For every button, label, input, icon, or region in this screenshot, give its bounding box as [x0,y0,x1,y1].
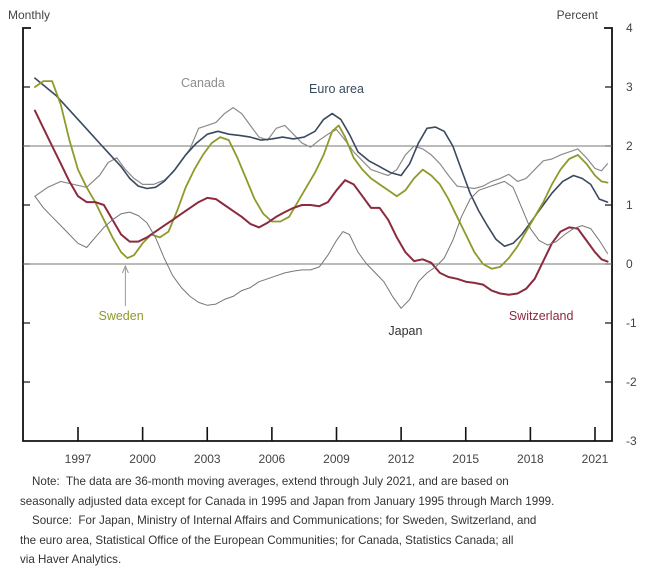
series-line-euro-area [34,77,609,248]
x-tick-label: 2009 [323,452,350,466]
series-line-switzerland [33,109,609,296]
note-paragraph: Note: The data are 36-month moving avera… [20,472,650,492]
x-tick-label: 2018 [517,452,544,466]
chart-notes: Note: The data are 36-month moving avera… [20,472,650,570]
plot-frame [22,27,613,442]
x-tick-label: 2012 [388,452,415,466]
left-axis-title: Monthly [8,8,50,22]
sweden-arrow-head-icon [121,264,129,274]
source-line-2: the euro area, Statistical Office of the… [20,533,514,547]
x-tick-label: 2000 [129,452,156,466]
source-line-1: For Japan, Ministry of Internal Affairs … [78,514,537,527]
source-line-3: via Haver Analytics. [20,553,122,566]
source-prefix: Source: [32,514,72,527]
series-label-euro-area: Euro area [309,82,364,96]
series-line-sweden [34,80,609,270]
series-label-switzerland: Switzerland [509,309,574,323]
y-tick-label: 4 [626,21,633,35]
series-label-sweden: Sweden [98,309,143,323]
x-tick-label: 2003 [194,452,221,466]
y-tick-label: -2 [626,375,637,389]
source-paragraph: Source: For Japan, Ministry of Internal … [20,511,650,531]
y-tick-label: -1 [626,316,637,330]
note-line-2: seasonally adjusted data except for Cana… [20,494,555,508]
x-tick-label: 1997 [65,452,92,466]
y-tick-label: 3 [626,80,633,94]
note-line-1: The data are 36-month moving averages, e… [65,475,509,488]
x-tick-label: 2021 [582,452,609,466]
x-tick-label: 2015 [452,452,479,466]
x-tick-label: 2006 [259,452,286,466]
right-axis-title: Percent [557,8,599,22]
line-chart: 4 3 2 1 0 -1 -2 -3 1997 2000 2003 2006 2009 2012 2015 2… [8,8,637,466]
y-tick-label: 1 [626,198,633,212]
y-tick-label: 0 [626,257,633,271]
series-line-japan [34,180,608,309]
y-tick-label: -3 [626,434,637,448]
series-line-canada [34,107,609,197]
series-label-japan: Japan [388,324,422,338]
series-label-canada: Canada [181,76,225,90]
y-tick-label: 2 [626,139,633,153]
note-prefix: Note: [32,475,60,488]
